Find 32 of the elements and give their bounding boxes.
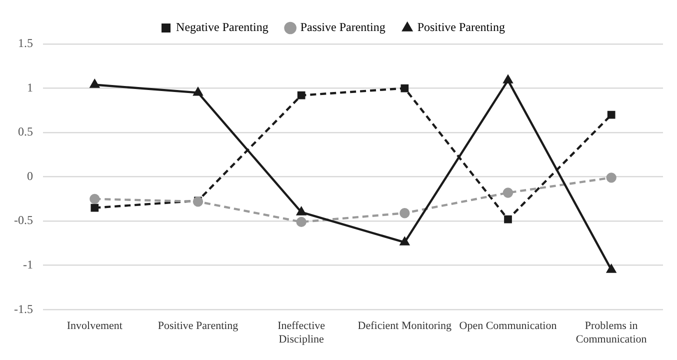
x-tick-label: Problems in Communication xyxy=(576,320,648,346)
y-tick-label: 1 xyxy=(26,80,33,94)
legend-label: Positive Parenting xyxy=(417,20,505,34)
x-tick-label: Ineffective Discipline xyxy=(278,320,326,346)
y-tick-label: 1.5 xyxy=(18,36,33,50)
x-tick-label: Open Communication xyxy=(459,320,558,332)
legend-label: Negative Parenting xyxy=(176,20,268,34)
y-tick-label: 0.5 xyxy=(18,124,33,139)
point xyxy=(400,237,410,246)
point xyxy=(90,80,100,88)
point xyxy=(606,172,616,183)
point xyxy=(296,216,306,228)
point xyxy=(400,84,409,92)
point xyxy=(504,215,512,224)
point xyxy=(607,110,616,119)
point xyxy=(90,204,99,212)
point xyxy=(297,91,306,100)
x-tick-label: Involvement xyxy=(66,320,122,332)
y-tick-label: -1 xyxy=(22,257,33,272)
point xyxy=(606,264,616,273)
point xyxy=(503,75,513,84)
point xyxy=(400,208,410,218)
point xyxy=(90,194,100,204)
x-tick-label: Deficient Monitoring xyxy=(358,320,452,332)
y-tick-label: 0 xyxy=(26,168,33,183)
point xyxy=(502,188,514,198)
y-tick-label: -0.5 xyxy=(14,213,33,228)
point xyxy=(296,207,306,216)
y-tick-label: -1.5 xyxy=(14,302,33,316)
legend-label: Passive Parenting xyxy=(300,20,386,34)
x-tick-label: Positive Parenting xyxy=(158,320,239,332)
point xyxy=(193,88,203,96)
